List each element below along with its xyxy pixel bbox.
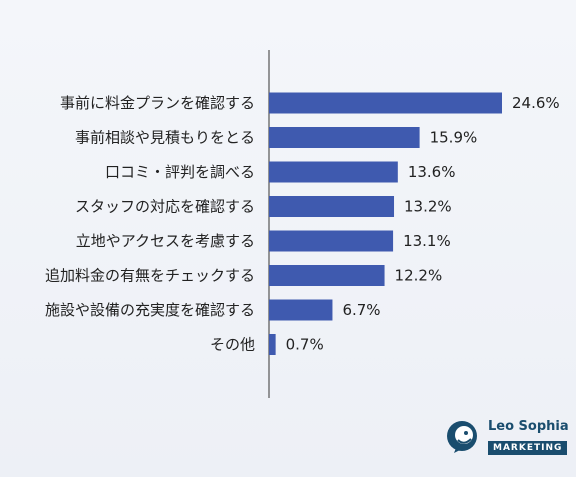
category-label: 立地やアクセスを考慮する bbox=[76, 232, 255, 250]
bars-group: 事前に料金プランを確認する 24.6% 事前相談や見積もりをとる 15.9% 口コミ・評… bbox=[45, 92, 560, 355]
brand-sub: MARKETING bbox=[488, 441, 568, 455]
brand-text: Leo Sophia MARKETING bbox=[488, 419, 569, 455]
category-label: 施設や設備の充実度を確認する bbox=[45, 301, 255, 319]
value-label: 0.7% bbox=[286, 336, 324, 354]
category-label: 口コミ・評判を調べる bbox=[105, 163, 255, 181]
category-label: 事前相談や見積もりをとる bbox=[75, 129, 255, 147]
category-label: その他 bbox=[210, 336, 255, 354]
bar bbox=[269, 265, 385, 286]
value-label: 6.7% bbox=[342, 301, 380, 319]
bar bbox=[269, 161, 398, 183]
brand-name: Leo Sophia bbox=[488, 419, 569, 434]
category-label: 追加料金の有無をチェックする bbox=[45, 267, 255, 285]
bar bbox=[269, 299, 333, 321]
value-label: 24.6% bbox=[512, 94, 560, 112]
category-label: 事前に料金プランを確認する bbox=[60, 94, 255, 112]
value-label: 13.1% bbox=[403, 232, 451, 250]
value-label: 13.6% bbox=[408, 163, 456, 181]
bar bbox=[269, 127, 420, 148]
bar bbox=[269, 196, 395, 217]
lion-head-icon bbox=[447, 421, 477, 453]
bar bbox=[269, 334, 276, 355]
brand-logo bbox=[444, 418, 556, 454]
category-label: スタッフの対応を確認する bbox=[75, 198, 255, 216]
bar bbox=[269, 230, 394, 252]
value-label: 12.2% bbox=[395, 267, 443, 285]
value-label: 13.2% bbox=[404, 198, 452, 216]
bar bbox=[269, 92, 502, 114]
value-label: 15.9% bbox=[430, 129, 478, 147]
